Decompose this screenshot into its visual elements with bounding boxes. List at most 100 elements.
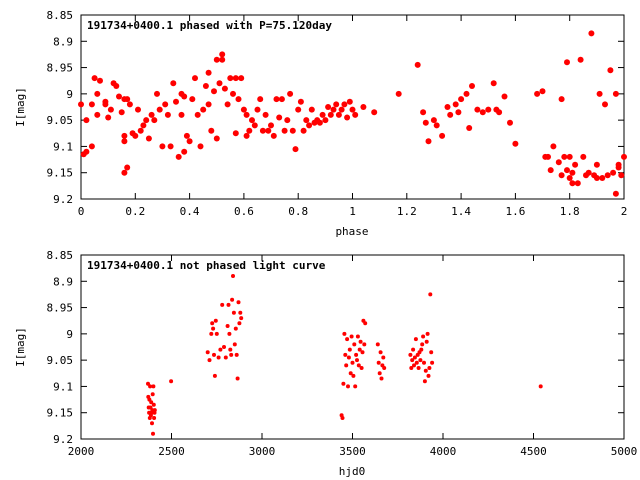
unphased-plot-title: 191734+0400.1 not phased light curve [87, 259, 326, 272]
unphased-data-point [169, 379, 174, 384]
phased-data-point [558, 96, 565, 103]
unphased-data-point [342, 331, 347, 336]
unphased-data-point [416, 366, 421, 370]
phased-data-point [162, 101, 169, 108]
unphased-data-point [232, 342, 237, 347]
phased-data-point [238, 75, 245, 82]
phased-data-point [97, 77, 103, 84]
phased-data-point [455, 109, 462, 116]
phased-data-point [539, 88, 546, 95]
phased-data-point [618, 172, 625, 179]
unphased-plot-ylabel: I[mag] [14, 327, 27, 367]
phased-data-point [262, 111, 269, 118]
phased-data-point [249, 117, 255, 124]
phased-data-point [534, 90, 541, 97]
unphased-data-point [347, 347, 352, 352]
unphased-data-point [343, 352, 348, 357]
phased-data-point [140, 122, 147, 129]
unphased-plot-ticks: 2000 2500 3000 3500 4000 4500 5000 8.85 8.9 8.95 9… [47, 249, 638, 458]
phased-data-point [181, 148, 188, 155]
phased-data-point [227, 75, 234, 82]
unphased-data-point [346, 384, 350, 389]
phased-data-point [612, 190, 619, 197]
phased-plot-xlabel: phase [335, 225, 368, 238]
phased-data-point [200, 106, 207, 113]
phased-data-point [572, 161, 579, 168]
phased-data-point [145, 135, 152, 142]
phased-data-point [186, 138, 193, 145]
phased-data-point [574, 180, 581, 187]
phased-data-point [430, 117, 437, 124]
phased-ytick-label: 8.9 [53, 35, 73, 48]
phased-data-point [485, 106, 492, 113]
unphased-data-point [216, 355, 221, 360]
phased-data-point [202, 83, 209, 89]
unphased-ytick-label: 8.95 [47, 302, 74, 315]
phased-data-point [447, 111, 454, 118]
phased-plot-ticks: 0 0.2 0.4 0.6 0.8 1 1.2 1.4 1.6 1.8 2 8.85 8.9 8.95 9 9… [47, 9, 628, 218]
unphased-data-point [350, 360, 355, 365]
unphased-data-point [237, 321, 242, 326]
unphased-data-point [209, 331, 214, 336]
phased-data-point [333, 101, 340, 108]
phased-data-point [561, 153, 568, 160]
unphased-plot-points [146, 274, 543, 436]
phased-data-point [192, 75, 198, 82]
phased-plot-title: 191734+0400.1 phased with P=75.120day [87, 19, 332, 32]
phased-data-point [327, 111, 334, 118]
phased-data-point [121, 169, 128, 176]
phased-data-point [219, 51, 226, 58]
unphased-xtick-label: 3000 [249, 445, 276, 458]
phased-data-point [507, 119, 513, 126]
unphased-data-point [226, 302, 231, 307]
phased-data-point [265, 127, 272, 134]
phased-data-point [593, 161, 600, 168]
phased-data-point [330, 106, 337, 113]
unphased-data-point [231, 274, 235, 278]
phased-xtick-label: 1 [349, 205, 356, 218]
unphased-data-point [207, 358, 212, 363]
unphased-ytick-label: 9.2 [53, 433, 73, 446]
unphased-data-point [345, 337, 350, 342]
phased-data-point [621, 153, 627, 160]
phased-data-point [569, 169, 576, 176]
unphased-data-point [424, 339, 429, 344]
unphased-data-point [430, 360, 435, 365]
phased-data-point [550, 143, 557, 150]
unphased-data-point [348, 371, 353, 376]
phased-data-point [170, 80, 177, 87]
phased-data-point [564, 59, 570, 66]
phased-data-point [303, 117, 310, 124]
phased-data-point [593, 175, 600, 181]
phased-data-point [257, 96, 264, 103]
phased-ytick-label: 9.2 [53, 193, 73, 206]
phased-data-point [297, 98, 304, 105]
phased-xtick-label: 0 [78, 205, 85, 218]
phased-data-point [490, 80, 497, 87]
phased-data-point [243, 132, 250, 139]
phased-data-point [121, 132, 128, 139]
phased-data-point [306, 122, 313, 129]
phased-data-point [558, 172, 565, 179]
phased-data-point [602, 101, 608, 108]
phased-data-point [194, 111, 201, 118]
phased-data-point [159, 143, 166, 150]
unphased-data-point [363, 321, 368, 326]
unphased-data-point [377, 371, 382, 376]
phased-data-point [346, 98, 353, 105]
unphased-data-point [220, 302, 225, 307]
unphased-xtick-label: 4500 [520, 445, 547, 458]
phased-data-point [325, 104, 332, 110]
phased-data-point [167, 143, 174, 150]
unphased-data-point [378, 350, 383, 355]
phased-data-point [466, 125, 473, 131]
phased-data-point [335, 111, 342, 118]
phased-data-point [610, 169, 617, 176]
unphased-data-point [236, 300, 241, 305]
unphased-data-point [152, 408, 157, 413]
unphased-data-point [239, 316, 244, 321]
unphased-ytick-label: 9.15 [47, 407, 74, 420]
phased-data-point [189, 96, 196, 103]
unphased-data-point [346, 355, 351, 360]
